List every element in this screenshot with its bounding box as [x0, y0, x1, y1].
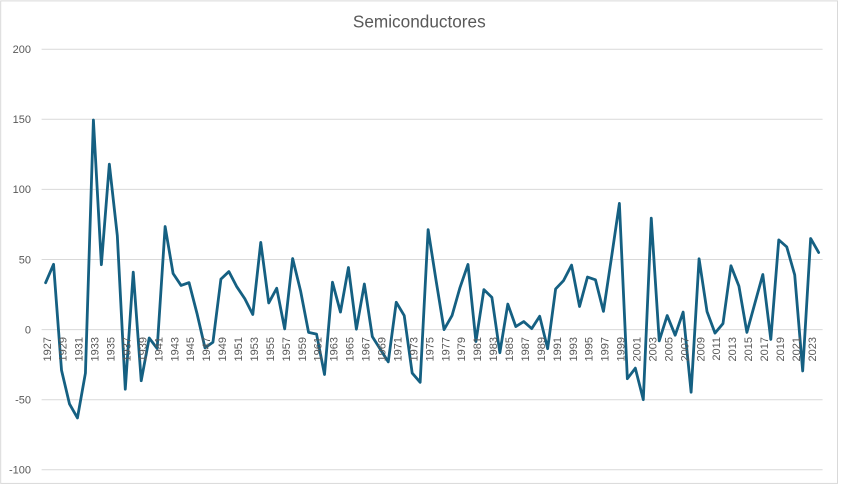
svg-text:1999: 1999 — [616, 337, 628, 361]
svg-text:1953: 1953 — [249, 337, 261, 361]
svg-text:2021: 2021 — [791, 337, 803, 361]
svg-text:1991: 1991 — [552, 337, 564, 361]
svg-text:1995: 1995 — [584, 337, 596, 361]
svg-text:1945: 1945 — [185, 337, 197, 361]
svg-text:1977: 1977 — [440, 337, 452, 361]
svg-text:1969: 1969 — [377, 337, 389, 361]
svg-text:1963: 1963 — [329, 337, 341, 361]
svg-text:1971: 1971 — [392, 337, 404, 361]
svg-text:1967: 1967 — [361, 337, 373, 361]
svg-text:1961: 1961 — [313, 337, 325, 361]
svg-text:1987: 1987 — [520, 337, 532, 361]
svg-text:1993: 1993 — [568, 337, 580, 361]
svg-text:1927: 1927 — [42, 337, 54, 361]
svg-text:1955: 1955 — [265, 337, 277, 361]
svg-text:1939: 1939 — [137, 337, 149, 361]
svg-text:1979: 1979 — [456, 337, 468, 361]
svg-text:-50: -50 — [15, 395, 31, 407]
svg-text:1989: 1989 — [536, 337, 548, 361]
svg-text:100: 100 — [13, 184, 31, 196]
svg-text:1943: 1943 — [169, 337, 181, 361]
svg-text:2001: 2001 — [632, 337, 644, 361]
svg-text:-100: -100 — [9, 465, 31, 477]
svg-text:1981: 1981 — [472, 337, 484, 361]
svg-text:50: 50 — [19, 254, 31, 266]
svg-text:2015: 2015 — [743, 337, 755, 361]
svg-text:1949: 1949 — [217, 337, 229, 361]
svg-text:2003: 2003 — [647, 337, 659, 361]
svg-text:1957: 1957 — [281, 337, 293, 361]
svg-text:2011: 2011 — [711, 337, 723, 361]
svg-text:1985: 1985 — [504, 337, 516, 361]
svg-text:2005: 2005 — [663, 337, 675, 361]
svg-text:1941: 1941 — [153, 337, 165, 361]
svg-text:0: 0 — [25, 324, 31, 336]
svg-text:1997: 1997 — [600, 337, 612, 361]
svg-text:1947: 1947 — [201, 337, 213, 361]
svg-text:2013: 2013 — [727, 337, 739, 361]
svg-text:1965: 1965 — [345, 337, 357, 361]
svg-text:1937: 1937 — [121, 337, 133, 361]
svg-text:200: 200 — [13, 44, 31, 56]
svg-text:1951: 1951 — [233, 337, 245, 361]
svg-text:2007: 2007 — [679, 337, 691, 361]
svg-text:2017: 2017 — [759, 337, 771, 361]
svg-text:1973: 1973 — [408, 337, 420, 361]
svg-text:1959: 1959 — [297, 337, 309, 361]
svg-text:1935: 1935 — [106, 337, 118, 361]
svg-text:2009: 2009 — [695, 337, 707, 361]
svg-text:1933: 1933 — [90, 337, 102, 361]
svg-text:1975: 1975 — [424, 337, 436, 361]
svg-text:2023: 2023 — [807, 337, 819, 361]
svg-text:Semiconductores: Semiconductores — [353, 12, 486, 32]
svg-text:1929: 1929 — [58, 337, 70, 361]
svg-text:1983: 1983 — [488, 337, 500, 361]
svg-text:1931: 1931 — [74, 337, 86, 361]
svg-text:150: 150 — [13, 114, 31, 126]
svg-text:2019: 2019 — [775, 337, 787, 361]
